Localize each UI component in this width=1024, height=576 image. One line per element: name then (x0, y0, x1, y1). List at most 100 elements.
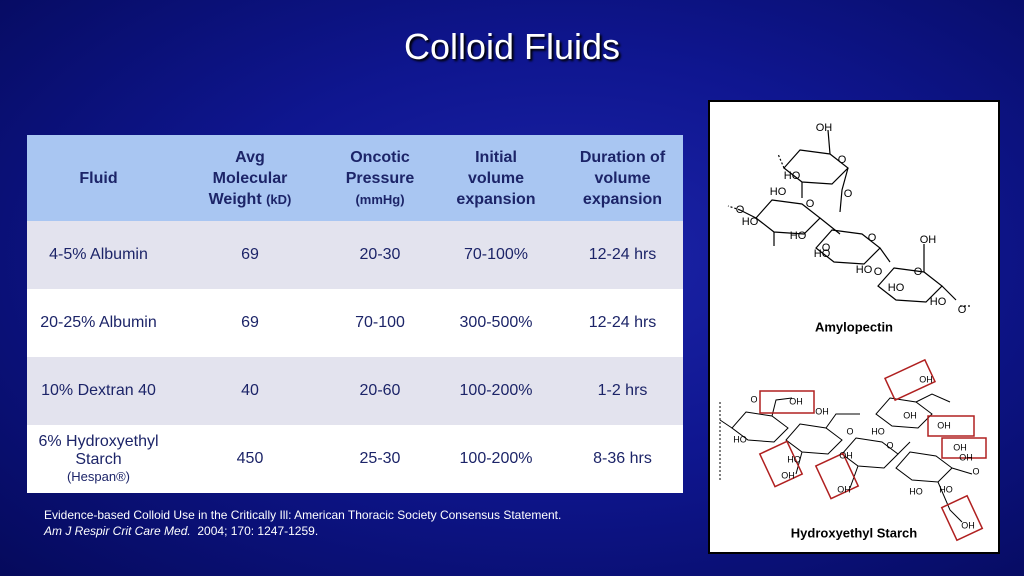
header-cell: Duration of volume expansion (562, 135, 683, 221)
table-cell: 20-25% Albumin (27, 289, 170, 357)
atom-label: HO (856, 264, 873, 276)
cell-note: (Hespan®) (66, 469, 131, 484)
cell-text: 69 (241, 246, 259, 263)
slide-title: Colloid Fluids (403, 26, 621, 67)
atom-label: O (750, 394, 757, 404)
table-cell: 100-200% (430, 425, 562, 493)
cell-text: 6% Hydroxyethyl Starch (38, 433, 159, 468)
atom-label: HO (871, 426, 885, 436)
atom-label: HO (784, 170, 801, 182)
atom-label: HO (733, 434, 747, 444)
cell-text: 450 (236, 450, 264, 467)
cell-text: 4-5% Albumin (49, 246, 148, 263)
cell-text: 12-24 hrs (588, 246, 657, 263)
atom-label: OH (959, 452, 973, 462)
citation-line: Evidence-based Colloid Use in the Critic… (44, 508, 562, 522)
atom-label: O (838, 154, 847, 166)
cell-text: 20-30 (359, 246, 401, 263)
table-row: 6% Hydroxyethyl Starch (Hespan®) 450 25-30 1… (27, 425, 683, 493)
atom-label: HO (939, 484, 953, 494)
header-text: Initial volume expansion (456, 148, 536, 208)
table-row: 10% Dextran 40 40 20-60 100-200% 1-2 hrs (27, 357, 683, 425)
cell-text: 100-200% (459, 450, 533, 467)
structure-panel: OH O HO HO O O O HO HO O OH O HO HO O O HO HO O O OH OH HO HO OH… (708, 100, 1000, 554)
table-cell: 40 (170, 357, 330, 425)
atom-label: OH (961, 520, 975, 530)
header-cell: Avg Molecular Weight (kD) (170, 135, 330, 221)
atom-label: O (846, 426, 853, 436)
hydroxyethyl-boxes (758, 358, 987, 542)
header-unit: (kD) (266, 191, 292, 207)
table-cell: 300-500% (430, 289, 562, 357)
cell-text: 20-60 (359, 382, 401, 399)
journal: Am J Respir Crit Care Med. (44, 524, 191, 538)
cell-text: 12-24 hrs (588, 314, 657, 331)
atom-label: O (874, 266, 883, 278)
cell-text: 70-100% (463, 246, 529, 263)
atom-label: OH (816, 122, 833, 134)
cell-text: 69 (241, 314, 259, 331)
table-cell: 12-24 hrs (562, 289, 683, 357)
atom-label: HO (814, 248, 831, 260)
atom-label: O (736, 204, 745, 216)
citation-details: 2004; 170: 1247-1259. (197, 524, 319, 538)
header-cell: Fluid (27, 135, 170, 221)
atom-label: O (914, 266, 923, 278)
table-cell: 100-200% (430, 357, 562, 425)
hes-bonds (719, 393, 973, 523)
header-text: Duration of volume expansion (579, 148, 666, 208)
amylopectin-bonds (727, 129, 972, 307)
cell-text: 25-30 (359, 450, 401, 467)
table-cell: 20-60 (330, 357, 430, 425)
figure-caption: Hydroxyethyl Starch (791, 525, 917, 540)
atom-label: HO (790, 230, 807, 242)
atom-label: HO (930, 296, 947, 308)
cell-text: 300-500% (459, 314, 533, 331)
atom-label: OH (789, 396, 803, 406)
header-cell: Initial volume expansion (430, 135, 562, 221)
atom-label: HO (742, 216, 759, 228)
cell-text: 100-200% (459, 382, 533, 399)
table-row: 4-5% Albumin 69 20-30 70-100% 12-24 hrs (27, 221, 683, 289)
atom-label: O (886, 440, 893, 450)
table-cell: 69 (170, 221, 330, 289)
table-cell: 450 (170, 425, 330, 493)
atom-label: O (958, 304, 967, 316)
header-cell: Oncotic Pressure (mmHg) (330, 135, 430, 221)
atom-label: O (844, 188, 853, 200)
table-cell: 6% Hydroxyethyl Starch (Hespan®) (27, 425, 170, 493)
header-unit: (mmHg) (355, 191, 405, 207)
atom-label: OH (837, 484, 851, 494)
atom-label: OH (839, 450, 853, 460)
atom-label: OH (919, 374, 933, 384)
atom-label: HO (888, 282, 905, 294)
header-text: Oncotic Pressure (345, 148, 415, 187)
citation: Evidence-based Colloid Use in the Critic… (44, 507, 561, 539)
table-cell: 1-2 hrs (562, 357, 683, 425)
atom-label: HO (787, 454, 801, 464)
atom-label: HO (770, 186, 787, 198)
cell-text: 1-2 hrs (597, 382, 648, 399)
figure-caption: Amylopectin (815, 319, 893, 334)
cell-text: 10% Dextran 40 (41, 382, 156, 399)
table-cell: 70-100% (430, 221, 562, 289)
atom-label: OH (903, 410, 917, 420)
table-cell: 70-100 (330, 289, 430, 357)
header-text: Avg Molecular Weight (208, 148, 288, 208)
cell-text: 8-36 hrs (593, 450, 652, 467)
atom-label: O (806, 198, 815, 210)
table-row: 20-25% Albumin 69 70-100 300-500% 12-24 hrs (27, 289, 683, 357)
table-cell: 69 (170, 289, 330, 357)
atom-label: OH (937, 420, 951, 430)
atom-label: O (822, 242, 831, 254)
atom-label: HO (909, 486, 923, 496)
atom-label: OH (781, 470, 795, 480)
atom-label: OH (953, 442, 967, 452)
colloid-table: Fluid Avg Molecular Weight (kD) Oncotic … (27, 135, 683, 493)
atom-label: OH (815, 406, 829, 416)
table-body: 4-5% Albumin 69 20-30 70-100% 12-24 hrs 20-25… (27, 221, 683, 493)
atom-label: OH (920, 234, 937, 246)
